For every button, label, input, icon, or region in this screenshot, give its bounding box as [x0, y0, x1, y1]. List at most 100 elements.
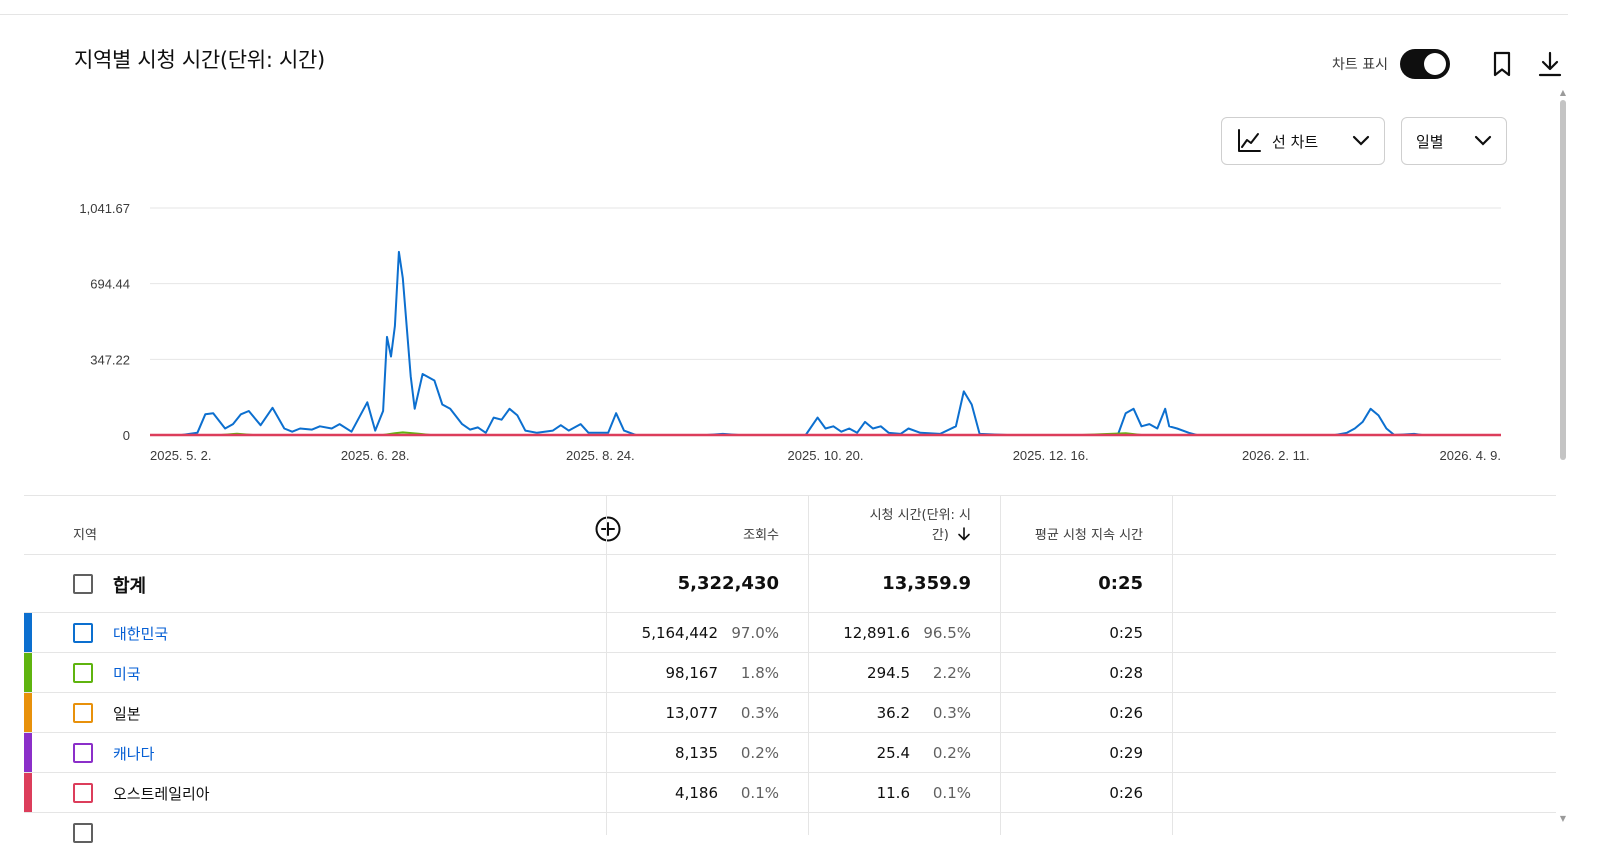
download-button[interactable]	[1534, 48, 1566, 80]
views-percent: 97.0%	[731, 624, 779, 642]
views-percent: 0.2%	[740, 744, 779, 762]
region-name[interactable]: 대한민국	[113, 625, 169, 643]
table-row: 대한민국 5,164,442 97.0% 12,891.6 96.5% 0:25	[24, 613, 1556, 653]
x-tick-label: 2025. 5. 2.	[150, 448, 211, 463]
table-row: 일본 13,077 0.3% 36.2 0.3% 0:26	[24, 693, 1556, 733]
y-tick-label: 1,041.67	[79, 201, 130, 216]
period-dropdown[interactable]: 일별	[1401, 117, 1507, 165]
add-column-button[interactable]	[595, 516, 621, 542]
total-checkbox[interactable]	[73, 574, 93, 594]
column-divider	[1000, 495, 1001, 835]
views-value: 13,077	[665, 704, 719, 722]
bookmark-button[interactable]	[1486, 48, 1518, 80]
region-name[interactable]: 캐나다	[113, 745, 155, 763]
region-name: 일본	[113, 705, 141, 723]
x-tick-label: 2025. 8. 24.	[566, 448, 635, 463]
x-tick-label: 2025. 6. 28.	[341, 448, 410, 463]
series-line-1	[150, 250, 1501, 436]
row-checkbox[interactable]	[73, 823, 93, 843]
series-color-strip	[24, 693, 32, 732]
y-tick-label: 0	[123, 428, 130, 443]
watch-time-percent: 0.3%	[932, 704, 971, 722]
views-percent: 0.3%	[740, 704, 779, 722]
toggle-knob	[1424, 53, 1446, 75]
avg-duration-value: 0:25	[1109, 624, 1143, 642]
column-header-watch-time[interactable]: 시청 시간(단위: 시간)	[861, 506, 971, 546]
total-views: 5,322,430	[677, 573, 779, 594]
page-title: 지역별 시청 시간(단위: 시간)	[74, 48, 325, 72]
watch-time-percent: 0.1%	[932, 784, 971, 802]
views-percent: 1.8%	[740, 664, 779, 682]
series-color-strip	[24, 733, 32, 772]
watch-time-percent: 2.2%	[932, 664, 971, 682]
total-label: 합계	[113, 576, 147, 597]
scroll-down-arrow-icon[interactable]: ▼	[1559, 814, 1567, 823]
sort-descending-icon	[958, 527, 970, 541]
row-checkbox[interactable]	[73, 623, 93, 643]
watch-time-value: 25.4	[876, 744, 910, 762]
region-table: 지역 조회수 시청 시간(단위: 시간) 평균 시청 지속 시간 합계 5,32…	[24, 495, 1556, 844]
line-chart-icon	[1238, 129, 1261, 152]
watch-time-header-label: 시청 시간(단위: 시간)	[869, 508, 971, 543]
avg-duration-value: 0:26	[1109, 784, 1143, 802]
table-row	[24, 813, 1556, 844]
table-row: 캐나다 8,135 0.2% 25.4 0.2% 0:29	[24, 733, 1556, 773]
table-row: 오스트레일리아 4,186 0.1% 11.6 0.1% 0:26	[24, 773, 1556, 813]
views-percent: 0.1%	[740, 784, 779, 802]
chevron-down-icon	[1474, 135, 1492, 146]
column-header-avg-duration[interactable]: 평균 시청 지속 시간	[1034, 528, 1143, 543]
region-name[interactable]: 미국	[113, 665, 141, 683]
series-color-strip	[24, 773, 32, 812]
views-value: 8,135	[675, 744, 718, 762]
top-divider	[0, 14, 1568, 15]
views-value: 4,186	[675, 784, 718, 802]
y-tick-label: 694.44	[90, 277, 130, 292]
watch-time-value: 294.5	[867, 664, 910, 682]
period-label: 일별	[1416, 132, 1444, 151]
row-checkbox[interactable]	[73, 743, 93, 763]
column-divider	[808, 495, 809, 835]
table-row: 미국 98,167 1.8% 294.5 2.2% 0:28	[24, 653, 1556, 693]
scroll-up-arrow-icon[interactable]: ▲	[1559, 88, 1567, 97]
total-avg-duration: 0:25	[1098, 573, 1143, 594]
chart-toggle-label: 차트 표시	[1332, 57, 1388, 73]
x-tick-label: 2025. 10. 20.	[788, 448, 864, 463]
row-checkbox[interactable]	[73, 703, 93, 723]
column-divider	[1172, 495, 1173, 835]
chevron-down-icon	[1352, 135, 1370, 146]
region-name: 오스트레일리아	[113, 785, 210, 803]
chart-type-dropdown[interactable]: 선 차트	[1221, 117, 1385, 165]
chart-type-label: 선 차트	[1272, 132, 1319, 151]
chart-toolbar: 차트 표시	[1332, 48, 1566, 80]
views-value: 98,167	[665, 664, 719, 682]
total-watch-time: 13,359.9	[882, 573, 971, 594]
column-divider	[606, 495, 607, 835]
views-value: 5,164,442	[641, 624, 718, 642]
avg-duration-value: 0:28	[1109, 664, 1143, 682]
x-tick-label: 2025. 12. 16.	[1013, 448, 1089, 463]
watch-time-percent: 96.5%	[923, 624, 971, 642]
watch-time-value: 11.6	[876, 784, 910, 802]
x-tick-label: 2026. 2. 11.	[1242, 448, 1310, 463]
row-checkbox[interactable]	[73, 663, 93, 683]
scrollbar-thumb[interactable]	[1560, 100, 1566, 460]
watch-time-percent: 0.2%	[932, 744, 971, 762]
x-tick-label: 2026. 4. 9.	[1440, 448, 1501, 463]
download-icon	[1538, 51, 1562, 77]
column-header-views[interactable]: 조회수	[743, 528, 779, 543]
watch-time-value: 36.2	[876, 704, 910, 722]
table-header: 지역 조회수 시청 시간(단위: 시간) 평균 시청 지속 시간	[24, 495, 1556, 555]
series-color-strip	[24, 613, 32, 652]
watch-time-line-chart: 1,041.67 694.44 347.22 0 2025. 5. 2. 2025. 6.…	[79, 201, 1501, 463]
series-color-strip	[24, 653, 32, 692]
column-header-region[interactable]: 지역	[73, 528, 97, 543]
add-circle-icon	[595, 516, 621, 542]
y-tick-label: 347.22	[90, 352, 130, 367]
series-line-2	[150, 431, 1501, 436]
avg-duration-value: 0:29	[1109, 744, 1143, 762]
row-checkbox[interactable]	[73, 783, 93, 803]
bookmark-icon	[1493, 51, 1511, 77]
total-row: 합계 5,322,430 13,359.9 0:25	[24, 555, 1556, 613]
chart-visibility-toggle[interactable]	[1400, 49, 1450, 79]
avg-duration-value: 0:26	[1109, 704, 1143, 722]
